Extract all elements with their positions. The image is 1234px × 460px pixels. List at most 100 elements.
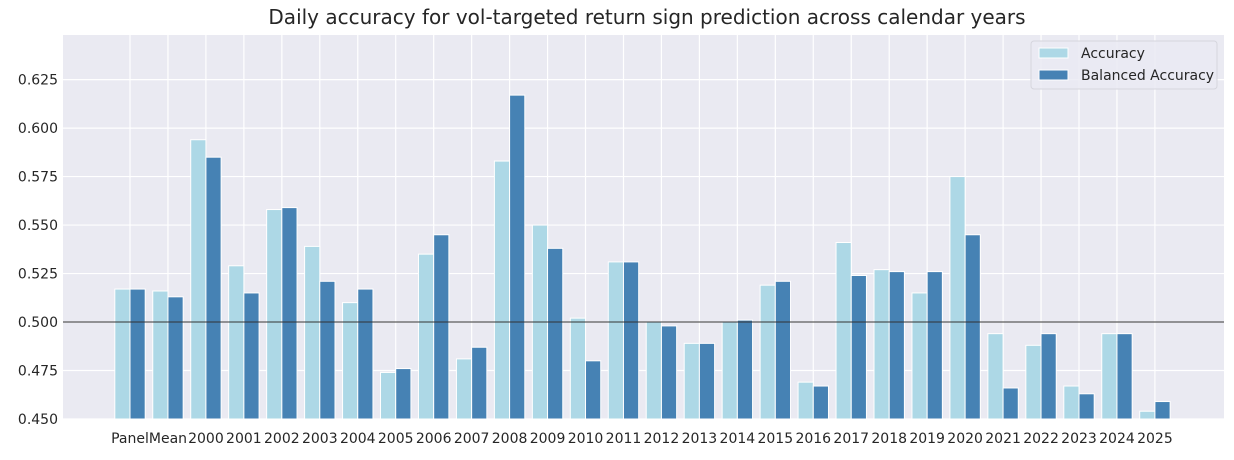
bar-accuracy-2015: [759, 284, 776, 420]
chart-title: Daily accuracy for vol-targeted return s…: [268, 5, 1025, 29]
bar-accuracy-2022: [1025, 344, 1042, 420]
bar-accuracy-2004: [342, 302, 359, 420]
bar-accuracy-panel: [114, 288, 131, 420]
bar-balanced-accuracy-2024: [1116, 333, 1133, 420]
bar-accuracy-2021: [987, 333, 1004, 420]
legend-swatch-accuracy: [1038, 47, 1069, 59]
bar-accuracy-2005: [380, 371, 397, 420]
bar-accuracy-2020: [949, 176, 966, 420]
x-tick-label: 2008: [492, 431, 528, 447]
bar-accuracy-2013: [683, 342, 700, 420]
x-tick-label: 2007: [454, 431, 490, 447]
bar-balanced-accuracy-2003: [319, 280, 336, 420]
bar-balanced-accuracy-2018: [888, 271, 905, 420]
bar-accuracy-2016: [797, 381, 814, 420]
x-tick-label: 2004: [340, 431, 376, 447]
bar-balanced-accuracy-2021: [1002, 387, 1019, 420]
bar-balanced-accuracy-2022: [1040, 333, 1057, 420]
y-tick-label: 0.525: [18, 267, 58, 283]
x-tick-label: 2001: [226, 431, 262, 447]
x-tick-label: 2017: [833, 431, 869, 447]
bar-accuracy-2007: [455, 358, 473, 420]
y-tick-label: 0.625: [18, 73, 58, 89]
bar-balanced-accuracy-2011: [622, 261, 640, 420]
x-tick-label: 2022: [1023, 431, 1059, 447]
bar-accuracy-2025: [1139, 410, 1156, 420]
y-tick-label: 0.575: [18, 170, 58, 186]
bar-accuracy-2001: [228, 265, 245, 420]
bar-balanced-accuracy-2016: [812, 385, 829, 420]
bar-balanced-accuracy-2019: [926, 271, 943, 420]
bar-accuracy-2003: [304, 245, 321, 420]
bar-balanced-accuracy-2013: [698, 342, 716, 420]
x-tick-label: 2006: [416, 431, 452, 447]
y-tick-label: 0.500: [18, 315, 58, 331]
bar-balanced-accuracy-2009: [547, 247, 564, 420]
bar-balanced-accuracy-2012: [660, 325, 678, 420]
bar-balanced-accuracy-panel: [129, 288, 146, 420]
bar-balanced-accuracy-2014: [736, 319, 754, 420]
bar-balanced-accuracy-2020: [964, 234, 981, 420]
x-tick-label: 2000: [188, 431, 224, 447]
legend-label-balanced-accuracy: Balanced Accuracy: [1081, 68, 1214, 84]
bar-accuracy-2019: [911, 292, 928, 420]
y-tick-label: 0.450: [18, 412, 58, 428]
x-tick-label: 2009: [530, 431, 566, 447]
bar-balanced-accuracy-2007: [471, 346, 488, 420]
bar-balanced-accuracy-2015: [774, 280, 792, 420]
bar-accuracy-2014: [721, 321, 738, 420]
bar-balanced-accuracy-2010: [585, 360, 602, 420]
bar-accuracy-2002: [266, 209, 283, 420]
bar-balanced-accuracy-2008: [509, 94, 526, 420]
bar-accuracy-2011: [607, 261, 624, 420]
x-tick-label: Panel: [111, 431, 149, 447]
x-tick-label: 2011: [606, 431, 642, 447]
bar-accuracy-2012: [645, 321, 662, 420]
bar-balanced-accuracy-2000: [205, 156, 222, 420]
x-tick-label: 2005: [378, 431, 414, 447]
bar-balanced-accuracy-2025: [1154, 401, 1171, 420]
y-tick-label: 0.600: [18, 121, 58, 137]
x-tick-label: 2019: [909, 431, 945, 447]
bar-balanced-accuracy-2023: [1078, 393, 1095, 420]
x-tick-label: 2014: [720, 431, 756, 447]
y-tick-label: 0.550: [18, 218, 58, 234]
legend-label-accuracy: Accuracy: [1081, 46, 1145, 62]
x-tick-label: 2024: [1099, 431, 1135, 447]
bar-balanced-accuracy-2004: [357, 288, 374, 420]
bar-balanced-accuracy-2006: [433, 234, 450, 420]
legend-swatch-balanced-accuracy: [1038, 69, 1069, 81]
bar-accuracy-2006: [417, 253, 435, 420]
x-tick-label: 2013: [682, 431, 718, 447]
bar-accuracy-2000: [190, 139, 207, 420]
x-tick-label: 2003: [302, 431, 338, 447]
legend: Accuracy Balanced Accuracy: [1030, 40, 1218, 90]
bar-balanced-accuracy-2001: [243, 292, 260, 420]
y-tick-label: 0.475: [18, 364, 58, 380]
x-tick-label: 2016: [795, 431, 831, 447]
bar-accuracy-2023: [1063, 385, 1080, 420]
bar-accuracy-2008: [493, 160, 511, 420]
legend-box: [1030, 40, 1218, 90]
bar-balanced-accuracy-2017: [850, 274, 867, 420]
x-tick-label: 2020: [947, 431, 983, 447]
bar-accuracy-2010: [569, 317, 587, 420]
x-tick-label: 2002: [264, 431, 300, 447]
bar-accuracy-mean: [152, 290, 169, 420]
x-tick-label: 2018: [871, 431, 907, 447]
x-tick-label: Mean: [149, 431, 187, 447]
bar-accuracy-2024: [1101, 333, 1118, 420]
x-tick-label: 2015: [757, 431, 793, 447]
bar-balanced-accuracy-2002: [281, 207, 298, 420]
x-tick-label: 2025: [1137, 431, 1173, 447]
x-tick-label: 2023: [1061, 431, 1097, 447]
bar-balanced-accuracy-2005: [395, 368, 412, 420]
bar-accuracy-2018: [873, 269, 890, 420]
bar-accuracy-2017: [835, 242, 852, 420]
x-tick-label: 2012: [644, 431, 680, 447]
x-tick-label: 2010: [568, 431, 604, 447]
x-tick-label: 2021: [985, 431, 1021, 447]
bar-balanced-accuracy-mean: [167, 296, 184, 420]
